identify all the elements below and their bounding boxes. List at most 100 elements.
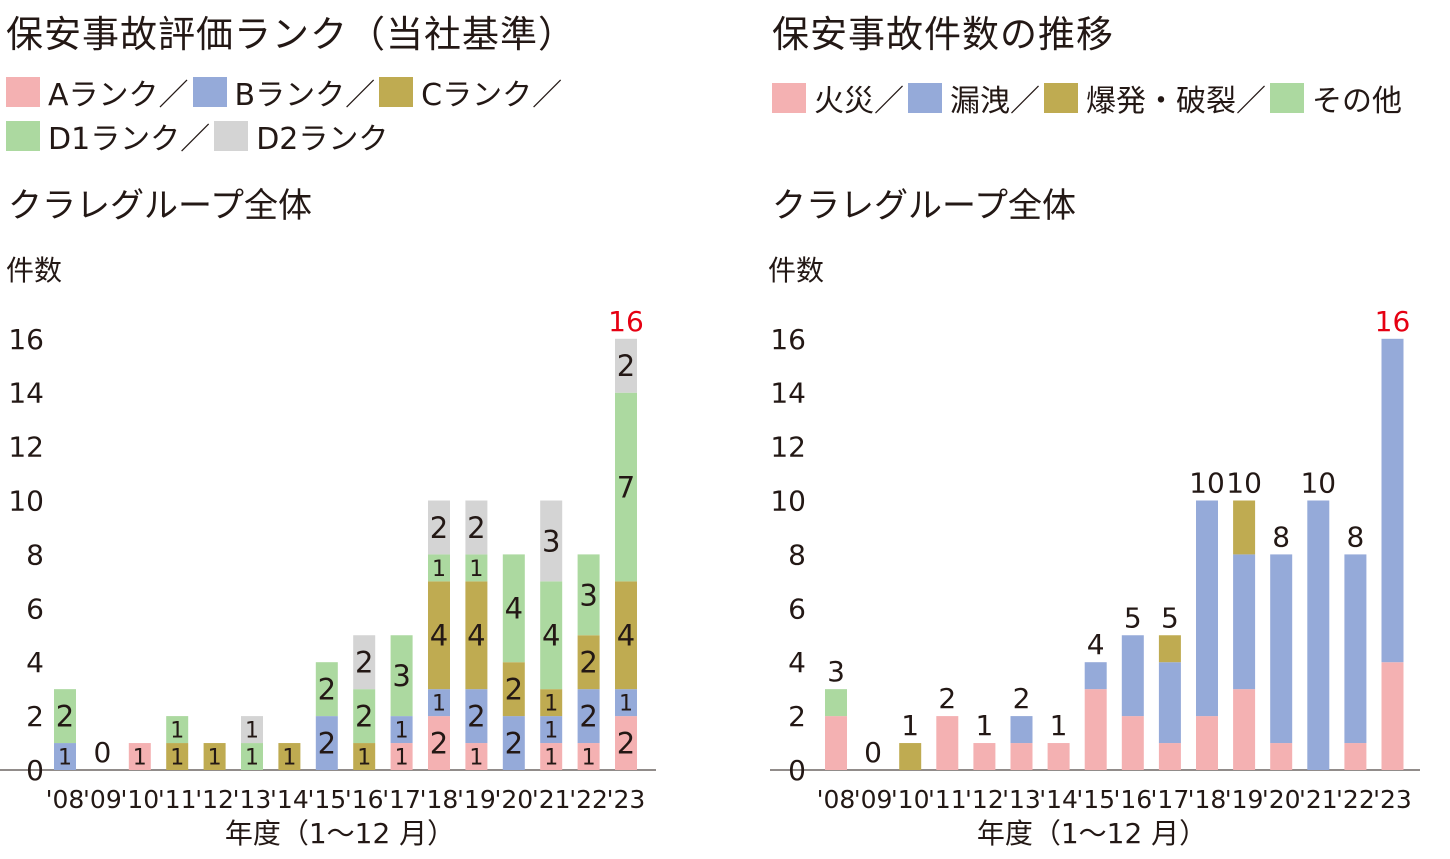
- y-tick-label: 14: [8, 377, 44, 410]
- bar-segment-label: 1: [357, 745, 371, 770]
- legend: 火災／ 漏洩／ 爆発・破裂／ その他: [772, 76, 1450, 120]
- bar-segment: [1121, 635, 1144, 717]
- legend-label: 火災／: [814, 84, 904, 119]
- bar-segment: [465, 500, 488, 555]
- y-tick-label: 4: [26, 646, 44, 679]
- x-tick-label: '20: [494, 785, 533, 814]
- bar-total-label: 2: [1013, 682, 1031, 715]
- bar-segment: [1344, 743, 1367, 770]
- bar-segment: [1233, 689, 1256, 770]
- x-tick-label: '15: [307, 785, 346, 814]
- bar-segment-label: 3: [579, 578, 597, 612]
- x-tick-label: '18: [420, 785, 459, 814]
- bar-segment: [1047, 743, 1070, 770]
- legend-item-b-rank: Bランク／: [192, 70, 376, 114]
- x-tick-label: '11: [928, 785, 967, 814]
- x-tick-label: '18: [1188, 785, 1227, 814]
- bar-segment-label: 1: [245, 718, 259, 743]
- bar-segment-label: 4: [467, 619, 485, 653]
- x-tick-label: '12: [195, 785, 234, 814]
- bar-segment-label: 1: [544, 745, 558, 770]
- x-tick-label: '12: [965, 785, 1004, 814]
- bar-segment: [577, 635, 600, 690]
- legend-row: D1ランク／ D2ランク: [6, 114, 626, 158]
- bar-segment-label: 3: [542, 524, 560, 558]
- chart-subtitle: クラレグループ全体: [772, 186, 1076, 226]
- x-tick-label: '10: [120, 785, 159, 814]
- bar-segment: [1381, 338, 1404, 663]
- bar-segment-label: 2: [617, 726, 635, 760]
- bar-segment: [540, 500, 563, 582]
- x-tick-label: '19: [1225, 785, 1264, 814]
- x-tick-label: '17: [382, 785, 421, 814]
- bar-segment: [353, 635, 376, 690]
- legend-swatch: [379, 77, 414, 107]
- type-stacked-bar-chart: 件数0246810121416'083'090'101'112'121'132'…: [768, 254, 1420, 850]
- bar-total-label: 0: [93, 736, 111, 769]
- legend-row: 火災／ 漏洩／ 爆発・破裂／ その他: [772, 76, 1450, 120]
- bar-segment: [502, 554, 525, 663]
- bar-total-label: 2: [938, 682, 956, 715]
- bar-segment: [166, 716, 189, 744]
- bar-segment: [502, 716, 525, 770]
- legend-label: 爆発・破裂／: [1086, 84, 1266, 119]
- bar-segment: [1158, 662, 1181, 744]
- y-axis-label: 件数: [6, 254, 62, 287]
- bar-segment-label: 1: [395, 745, 409, 770]
- bar-segment-label: 1: [432, 692, 446, 717]
- bar-segment: [241, 716, 263, 744]
- x-tick-label: '14: [1039, 785, 1078, 814]
- bar-segment: [615, 689, 637, 717]
- bar-segment: [315, 716, 338, 770]
- y-tick-label: 2: [26, 700, 44, 733]
- x-tick-label: '23: [1373, 785, 1412, 814]
- bar-total-label: 16: [1375, 305, 1411, 338]
- bar-segment: [390, 635, 413, 717]
- bar-segment-label: 3: [392, 659, 410, 693]
- bar-segment: [203, 743, 226, 770]
- bar-segment: [166, 743, 189, 770]
- bar-segment-label: 1: [432, 557, 446, 582]
- bar-segment: [1121, 716, 1144, 770]
- bar-segment-label: 1: [208, 745, 222, 770]
- bar-segment: [1270, 743, 1293, 770]
- bar-segment: [353, 743, 376, 770]
- bar-segment-label: 2: [318, 726, 336, 760]
- x-tick-label: '17: [1151, 785, 1190, 814]
- legend-label: Bランク／: [234, 78, 376, 113]
- bar-segment-label: 1: [395, 718, 409, 743]
- bar-segment: [353, 689, 376, 744]
- y-tick-label: 8: [788, 538, 806, 571]
- legend-swatch: [6, 77, 40, 107]
- chart-title: 保安事故評価ランク（当社基準）: [6, 13, 576, 56]
- bar-segment: [54, 689, 76, 744]
- legend-swatch: [192, 77, 227, 107]
- bar-total-label: 4: [1087, 628, 1105, 661]
- bar-segment: [1233, 554, 1256, 690]
- bar-segment: [1196, 500, 1218, 717]
- bar-segment-label: 1: [469, 557, 483, 582]
- x-axis-label: 年度（1～12 月）: [225, 817, 455, 850]
- bar-segment-label: 2: [467, 700, 485, 734]
- x-tick-label: '15: [1076, 785, 1115, 814]
- x-tick-label: '19: [457, 785, 496, 814]
- y-tick-label: 2: [788, 700, 806, 733]
- bar-segment: [936, 716, 959, 770]
- bar-segment-label: 1: [170, 718, 184, 743]
- bar-segment: [1158, 635, 1181, 663]
- legend-label: D1ランク／: [48, 122, 211, 157]
- bar-segment: [1010, 716, 1033, 744]
- bar-segment: [577, 689, 600, 744]
- bar-segment: [465, 743, 488, 770]
- x-tick-label: '13: [1002, 785, 1041, 814]
- x-tick-label: '20: [1262, 785, 1301, 814]
- legend-item-a-rank: Aランク／: [6, 70, 189, 114]
- bar-segment: [428, 554, 450, 582]
- bar-total-label: 1: [1050, 709, 1068, 742]
- legend-item-leak: 漏洩／: [908, 76, 1040, 120]
- y-tick-label: 12: [8, 431, 44, 464]
- legend-label: その他: [1312, 84, 1402, 119]
- bar-total-label: 8: [1346, 520, 1364, 553]
- bar-segment-label: 1: [58, 745, 72, 770]
- bar-segment: [428, 581, 450, 690]
